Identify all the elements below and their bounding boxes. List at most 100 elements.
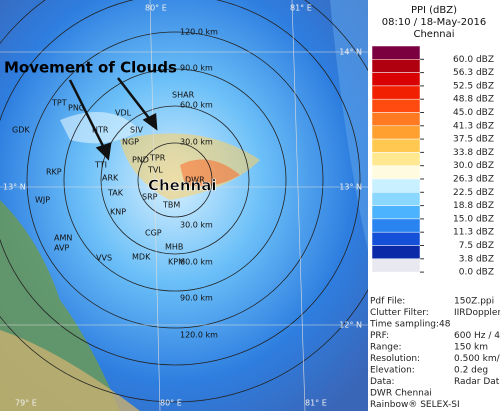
info-key: Range: [370, 343, 402, 353]
legend-label: 45.0 dBZ [453, 108, 494, 118]
legend-swatch [371, 218, 421, 233]
legend-label: 33.8 dBZ [453, 148, 494, 158]
station-label: SHAR [172, 91, 195, 100]
station-label: ARK [102, 174, 119, 183]
range-label: 120.0 km [180, 331, 218, 340]
station-label: KPM [168, 258, 185, 267]
legend-label: 52.5 dBZ [453, 81, 494, 91]
station-label: NTR [92, 126, 109, 135]
radar-map: 120.0 km 90.0 km 60.0 km 30.0 km 30.0 km 60.0… [0, 0, 368, 411]
lat-label: 12° N [339, 321, 362, 330]
station-label: TPT [51, 99, 67, 108]
info-key: Clutter Filter: [370, 308, 429, 318]
station-label: DWR [185, 176, 205, 185]
station-label: RKP [46, 168, 62, 177]
legend-label: 22.5 dBZ [453, 188, 494, 198]
legend-label: 41.3 dBZ [453, 121, 494, 131]
station-label: CGP [145, 229, 162, 238]
range-label: 30.0 km [180, 138, 213, 147]
lon-label: 80° E [160, 399, 182, 408]
station-label: SRP [142, 193, 158, 202]
station-label: TBM [162, 201, 180, 210]
station-label: GDK [12, 126, 30, 135]
legend-swatch [371, 231, 421, 246]
info-key: PRF: [370, 331, 389, 341]
info-value: 0.2 deg [454, 366, 488, 376]
legend-swatch [371, 98, 421, 113]
station-label: WJP [35, 196, 50, 205]
info-value: IIRDoppler 8 [454, 308, 500, 318]
range-label: 120.0 km [180, 28, 218, 37]
legend-swatch [371, 112, 421, 127]
legend-label: 37.5 dBZ [453, 135, 494, 145]
info-value: Radar Data [454, 377, 500, 387]
legend-label: 56.3 dBZ [453, 68, 494, 78]
station-label: NGP [122, 138, 139, 147]
header-title: PPI (dBZ) [411, 5, 457, 16]
header-time: 08:10 / 18-May-2016 [382, 17, 486, 28]
sea [330, 0, 368, 250]
station-label: MHB [165, 243, 183, 252]
station-label: VDL [115, 109, 132, 118]
station-label: SIV [130, 126, 143, 135]
info-key: Data: [370, 377, 395, 387]
lat-label: 14° N [339, 48, 362, 57]
footer: DWR Chennai [370, 389, 432, 399]
legend-swatch [371, 245, 421, 260]
legend-label: 0.0 dBZ [459, 268, 494, 278]
footer: Rainbow® SELEX-SI [370, 400, 460, 410]
legend-swatch [371, 72, 421, 87]
legend-label: 11.3 dBZ [453, 228, 494, 238]
lat-label: 13° N [3, 183, 26, 192]
echo [180, 159, 240, 187]
range-label: 30.0 km [180, 221, 213, 230]
arrows [68, 77, 158, 161]
info-value: 150Z.ppi [454, 297, 494, 307]
station-label: TAK [107, 189, 124, 198]
station-label: PND [132, 156, 149, 165]
station-label: TPR [149, 154, 166, 163]
legend-swatch [371, 85, 421, 100]
legend-swatch [371, 59, 421, 73]
legend-label: 60.0 dBZ [453, 55, 494, 65]
info-key: Resolution: [370, 354, 420, 364]
range-label: 60.0 km [180, 258, 213, 267]
info-key: Pdf File: [370, 297, 405, 307]
legend-swatch [371, 205, 421, 220]
annotation: Movement of Clouds [4, 59, 177, 77]
echo [60, 112, 140, 144]
range-rings [0, 0, 368, 403]
station-label: KNP [110, 208, 126, 217]
station-label: VVS [96, 254, 112, 263]
lon-label: 81° E [290, 4, 312, 13]
station-label: AVP [54, 244, 69, 253]
legend-label: 7.5 dBZ [459, 241, 494, 251]
legend-label: 30.0 dBZ [453, 161, 494, 171]
range-label: 90.0 km [180, 294, 213, 303]
lon-label: 79° E [15, 399, 37, 408]
info-value: 0.500 km/pixel [454, 354, 500, 364]
legend-swatch [371, 165, 421, 180]
info-key: Time sampling:48 [369, 320, 451, 330]
legend-swatch [371, 45, 421, 60]
range-label: 60.0 km [180, 101, 213, 110]
station-label: TTI [94, 161, 107, 170]
info-value: 150 km [454, 343, 488, 353]
lat-label: 13° N [339, 183, 362, 192]
legend-swatch [371, 152, 421, 166]
legend-label: 18.8 dBZ [453, 201, 494, 211]
info-key: Elevation: [370, 366, 415, 376]
station-label: TVL [147, 166, 163, 175]
station-label: AMN [54, 234, 72, 243]
legend-label: 15.0 dBZ [453, 214, 494, 224]
legend-label: 48.8 dBZ [453, 95, 494, 105]
legend-label: 26.3 dBZ [453, 175, 494, 185]
legend-swatch [371, 192, 421, 206]
header-site: Chennai [413, 29, 454, 40]
legend-label: 3.8 dBZ [459, 254, 494, 264]
legend-swatch [371, 178, 421, 193]
station-label: PNG [68, 104, 85, 113]
graticule [0, 0, 368, 411]
